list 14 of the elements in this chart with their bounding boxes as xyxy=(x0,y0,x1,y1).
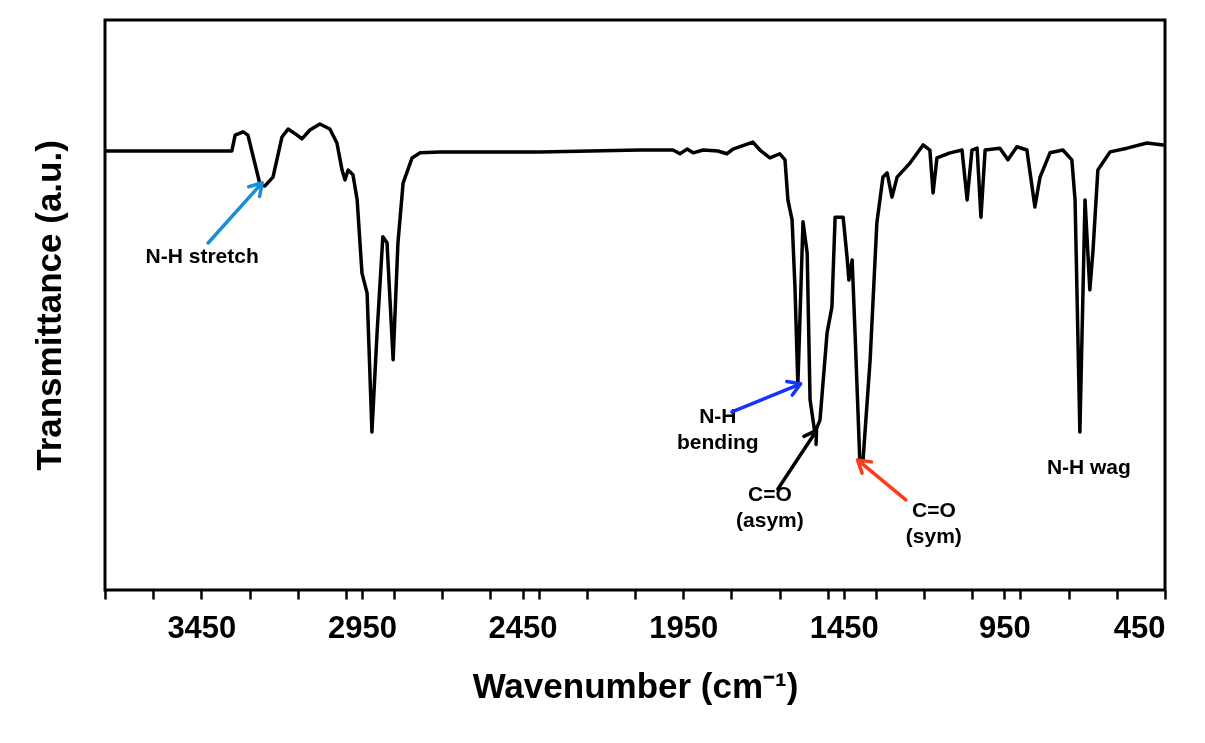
x-tick-label: 3450 xyxy=(167,609,237,645)
x-tick-label: 1450 xyxy=(809,609,879,645)
x-tick-label: 2450 xyxy=(488,609,558,645)
x-tick-label: 450 xyxy=(1113,609,1166,645)
x-tick-label: 1950 xyxy=(649,609,719,645)
annotation: C=O (sym) xyxy=(905,497,962,547)
x-axis-title: Wavenumber (cm⁻¹) xyxy=(472,665,799,705)
annotation: N-H bending xyxy=(677,403,759,453)
annotation: N-H stretch xyxy=(145,243,259,267)
annotation: C=O (asym) xyxy=(736,481,804,531)
x-tick-label: 2950 xyxy=(327,609,397,645)
annotation: N-H wag xyxy=(1046,455,1131,478)
x-tick-label: 950 xyxy=(979,609,1031,645)
y-axis-title: Transmittance (a.u.) xyxy=(28,140,68,471)
